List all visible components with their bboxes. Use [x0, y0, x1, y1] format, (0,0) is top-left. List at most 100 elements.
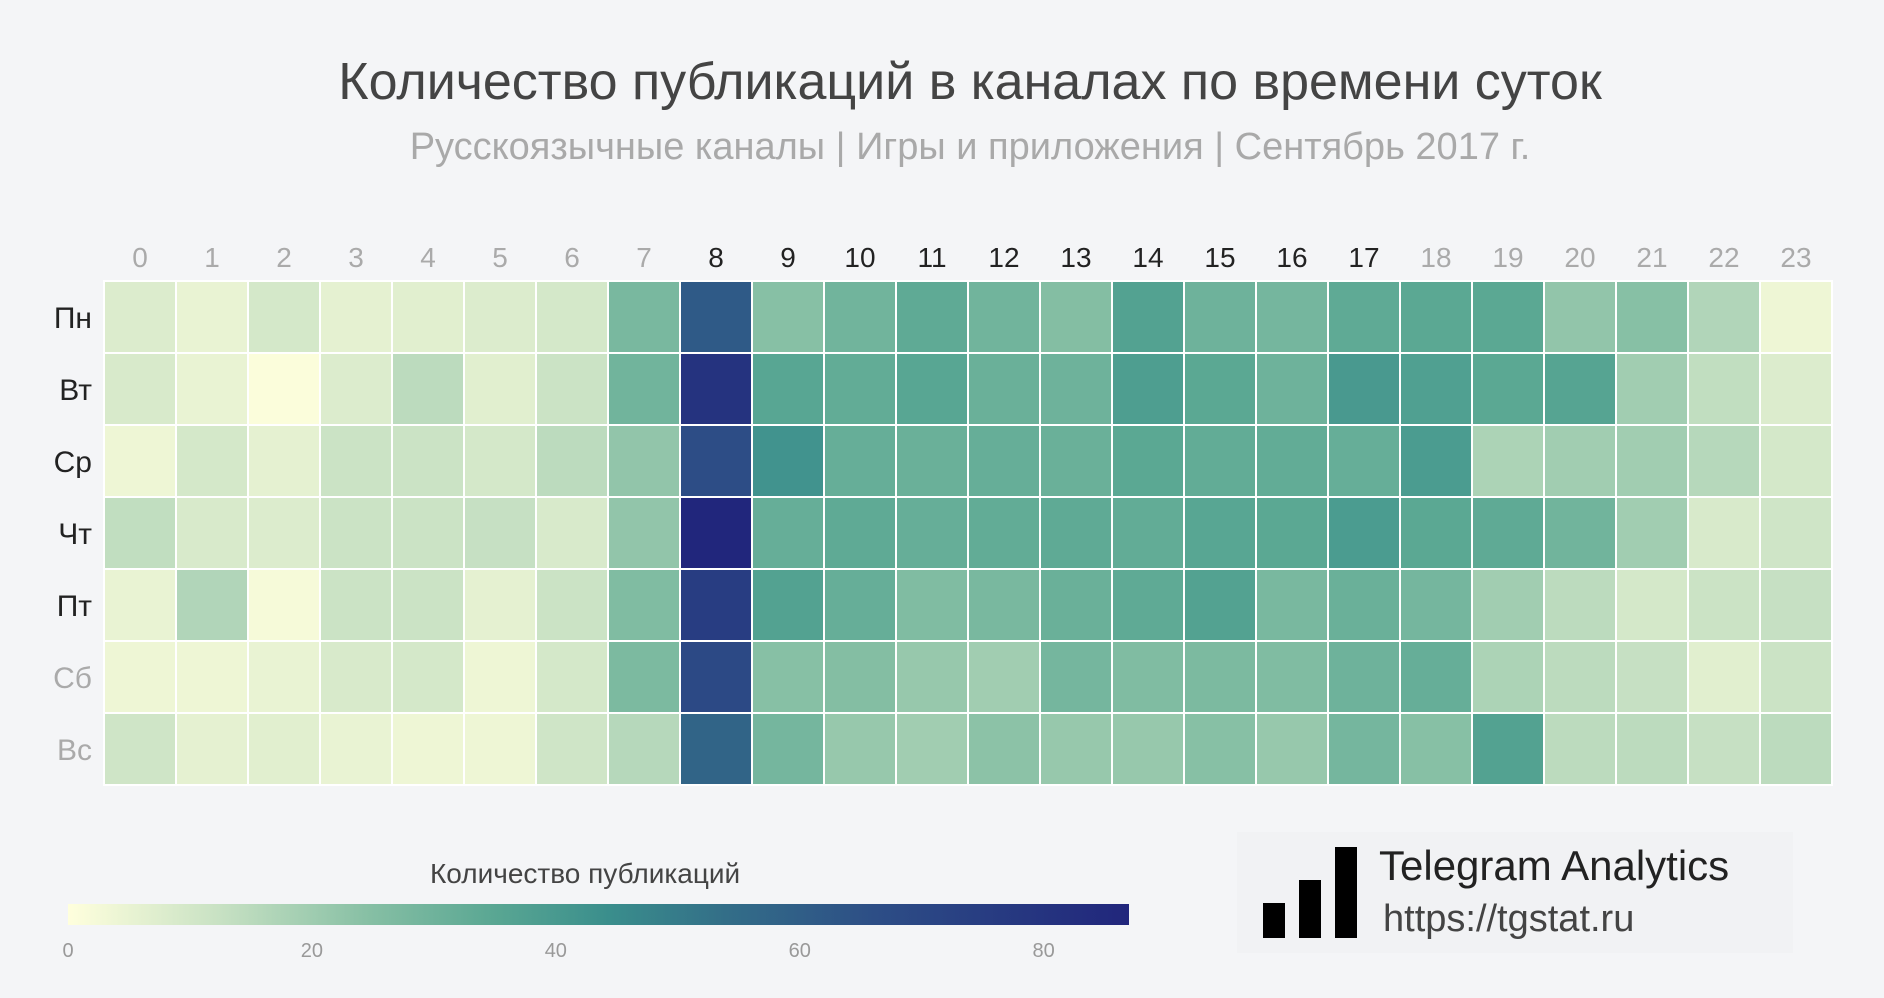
heatmap-cell [103, 712, 177, 786]
heatmap-cell [175, 568, 249, 642]
heatmap-cell [463, 712, 537, 786]
heatmap-cell [679, 352, 753, 426]
heatmap-cell [823, 712, 897, 786]
heatmap-cell [319, 712, 393, 786]
heatmap-cell [391, 424, 465, 498]
heatmap-cell [1543, 568, 1617, 642]
heatmap-cell [895, 280, 969, 354]
heatmap-cell [103, 352, 177, 426]
heatmap-cell [1327, 640, 1401, 714]
heatmap-cell [463, 568, 537, 642]
x-tick-label: 16 [1276, 242, 1307, 273]
heatmap-cell [1615, 424, 1689, 498]
colorbar-tick-label: 60 [788, 940, 811, 962]
y-tick-label: Чт [58, 518, 92, 551]
x-tick-label: 2 [276, 242, 292, 273]
x-tick-label: 17 [1348, 242, 1379, 273]
x-tick-label: 20 [1564, 242, 1595, 273]
heatmap-cell [247, 352, 321, 426]
heatmap-cell [751, 496, 825, 570]
heatmap-cell [1183, 496, 1257, 570]
y-tick-label: Ср [54, 446, 92, 479]
heatmap-cell [1399, 496, 1473, 570]
x-tick-label: 23 [1780, 242, 1811, 273]
heatmap-cell [607, 496, 681, 570]
heatmap-cell [1615, 280, 1689, 354]
heatmap-cell [1471, 352, 1545, 426]
heatmap-cell [1471, 280, 1545, 354]
colorbar-tick-label: 20 [300, 940, 324, 962]
heatmap-cell [1255, 640, 1329, 714]
heatmap-cell [751, 640, 825, 714]
y-tick-label: Пн [54, 302, 92, 335]
heatmap-cell [391, 280, 465, 354]
heatmap-cell [607, 280, 681, 354]
heatmap-cell [1039, 568, 1113, 642]
heatmap-cell [1687, 640, 1761, 714]
heatmap-cell [1183, 424, 1257, 498]
heatmap-cell [1183, 568, 1257, 642]
x-tick-label: 8 [708, 242, 724, 273]
x-tick-label: 10 [844, 242, 875, 273]
heatmap-cell [463, 640, 537, 714]
heatmap-cell [1255, 568, 1329, 642]
y-tick-label: Сб [53, 662, 92, 695]
heatmap-cell [1687, 280, 1761, 354]
colorbar-tick-label: 40 [544, 940, 567, 962]
x-tick-label: 0 [132, 242, 148, 273]
heatmap-cell [1039, 424, 1113, 498]
heatmap-cell [1327, 568, 1401, 642]
heatmap-cell [1399, 640, 1473, 714]
heatmap-cell [103, 424, 177, 498]
heatmap-cell [967, 640, 1041, 714]
heatmap-cell [1111, 280, 1185, 354]
heatmap-cell [1543, 496, 1617, 570]
heatmap-cell [607, 712, 681, 786]
heatmap-cell [1111, 568, 1185, 642]
colorbar-title: Количество публикаций [430, 858, 741, 889]
heatmap-cell [967, 712, 1041, 786]
heatmap-cell [319, 280, 393, 354]
heatmap-cell [967, 496, 1041, 570]
heatmap-cell [1255, 424, 1329, 498]
heatmap-cell [175, 496, 249, 570]
heatmap-cell [535, 640, 609, 714]
y-tick-label: Пт [57, 590, 93, 623]
heatmap-cell [1615, 712, 1689, 786]
heatmap-cell [1183, 280, 1257, 354]
heatmap-cell [823, 496, 897, 570]
heatmap-cell [967, 424, 1041, 498]
heatmap-cell [247, 280, 321, 354]
heatmap-cell [1687, 712, 1761, 786]
heatmap-cell [175, 280, 249, 354]
heatmap-cell [751, 280, 825, 354]
x-tick-label: 19 [1492, 242, 1523, 273]
heatmap-cell [1327, 280, 1401, 354]
heatmap-cell [607, 640, 681, 714]
heatmap-cell [1183, 712, 1257, 786]
heatmap-cell [319, 568, 393, 642]
x-tick-label: 4 [420, 242, 436, 273]
x-tick-label: 14 [1132, 242, 1163, 273]
heatmap-cell [247, 568, 321, 642]
heatmap-cell [1471, 712, 1545, 786]
heatmap-cell [319, 496, 393, 570]
y-tick-label: Вс [57, 734, 92, 767]
x-tick-label: 22 [1708, 242, 1739, 273]
brand-url-link[interactable]: https://tgstat.ru [1383, 898, 1635, 940]
heatmap-cell [679, 424, 753, 498]
heatmap-cell [895, 568, 969, 642]
heatmap-cell [1111, 424, 1185, 498]
heatmap-cell [967, 568, 1041, 642]
heatmap-cell [607, 568, 681, 642]
x-tick-label: 18 [1420, 242, 1451, 273]
heatmap-cell [1183, 640, 1257, 714]
brand-name: Telegram Analytics [1379, 842, 1730, 889]
x-tick-label: 12 [988, 242, 1019, 273]
x-tick-label: 5 [492, 242, 508, 273]
x-tick-label: 15 [1204, 242, 1235, 273]
heatmap-cell [1687, 424, 1761, 498]
x-tick-label: 3 [348, 242, 364, 273]
heatmap-cell [1111, 640, 1185, 714]
heatmap-cell [823, 352, 897, 426]
